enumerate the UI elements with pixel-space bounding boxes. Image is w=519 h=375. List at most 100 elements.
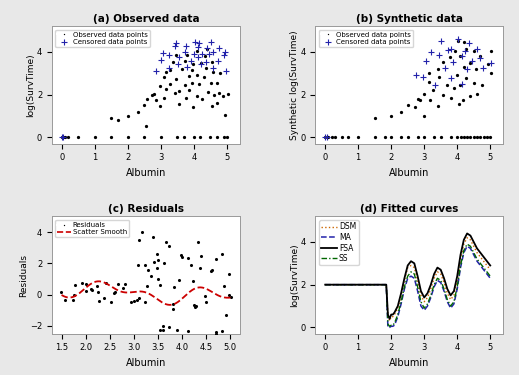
Point: [162, 69, 170, 75]
Point: [468, 58, 476, 64]
Point: [454, 38, 462, 44]
Point: [203, 45, 211, 51]
Legend: DSM, MA, FSA, SS: DSM, MA, FSA, SS: [319, 220, 359, 266]
Point: [439, 92, 447, 98]
Point: [216, 70, 224, 76]
Title: (c) Residuals: (c) Residuals: [108, 204, 184, 214]
Point: [130, 298, 138, 304]
Point: [446, 134, 455, 140]
Point: [419, 74, 427, 80]
Point: [185, 87, 194, 93]
Point: [178, 254, 186, 260]
Point: [127, 298, 135, 304]
Point: [404, 102, 412, 108]
Point: [324, 134, 333, 140]
Point: [202, 64, 210, 70]
Point: [156, 327, 164, 333]
Point: [447, 46, 455, 52]
Point: [188, 67, 196, 73]
Point: [463, 134, 471, 140]
Point: [344, 134, 352, 140]
Point: [462, 75, 471, 81]
Y-axis label: Synthetic log(SurvTime): Synthetic log(SurvTime): [290, 30, 299, 140]
Point: [380, 134, 389, 140]
Point: [114, 281, 122, 287]
Point: [321, 134, 330, 140]
Point: [447, 94, 455, 100]
Point: [215, 45, 224, 51]
Point: [422, 58, 431, 64]
Point: [153, 251, 161, 257]
Y-axis label: Residuals: Residuals: [20, 254, 29, 297]
Point: [94, 298, 103, 304]
Point: [133, 109, 142, 115]
Point: [212, 330, 220, 336]
Point: [184, 255, 192, 261]
Point: [387, 134, 395, 140]
Point: [165, 52, 173, 58]
Point: [466, 60, 474, 66]
Point: [176, 252, 185, 258]
Point: [188, 80, 196, 86]
Point: [196, 265, 204, 271]
Point: [202, 299, 210, 305]
Point: [397, 109, 405, 115]
Point: [147, 273, 156, 279]
Point: [159, 327, 168, 333]
Point: [212, 256, 220, 262]
Point: [182, 95, 190, 101]
Point: [114, 117, 122, 123]
Point: [175, 54, 183, 60]
Point: [459, 64, 468, 70]
Point: [447, 75, 455, 81]
Point: [180, 134, 188, 140]
Point: [173, 134, 182, 140]
Point: [166, 67, 174, 73]
Point: [459, 97, 467, 103]
Point: [209, 48, 217, 54]
Point: [70, 292, 78, 298]
Point: [404, 134, 412, 140]
Point: [470, 80, 479, 86]
Point: [181, 82, 189, 88]
X-axis label: Albumin: Albumin: [126, 358, 166, 368]
Point: [436, 134, 445, 140]
Point: [206, 134, 214, 140]
Point: [452, 48, 460, 54]
Point: [321, 134, 330, 140]
Point: [143, 282, 152, 288]
Point: [197, 60, 205, 66]
Point: [165, 243, 173, 249]
Point: [414, 134, 422, 140]
Point: [225, 271, 233, 277]
Point: [100, 294, 108, 300]
Point: [458, 81, 467, 87]
Point: [466, 93, 474, 99]
Point: [178, 66, 186, 72]
Point: [426, 97, 434, 103]
Point: [476, 55, 484, 61]
Point: [209, 69, 217, 75]
Point: [119, 285, 127, 291]
Point: [172, 51, 181, 57]
Point: [453, 134, 461, 140]
Point: [473, 134, 481, 140]
Point: [441, 65, 449, 71]
Point: [200, 74, 209, 80]
Point: [157, 57, 166, 63]
Point: [69, 297, 77, 303]
Title: (b) Synthetic data: (b) Synthetic data: [356, 14, 463, 24]
Point: [218, 251, 227, 257]
Point: [134, 261, 142, 267]
Point: [151, 259, 159, 265]
Point: [58, 134, 66, 140]
Point: [449, 58, 457, 64]
Point: [210, 92, 218, 98]
Point: [124, 134, 132, 140]
Point: [466, 134, 474, 140]
Point: [141, 299, 149, 305]
Point: [444, 47, 452, 53]
Point: [427, 49, 435, 55]
Legend: Observed data points, Censored data points: Observed data points, Censored data poin…: [56, 30, 149, 47]
Point: [154, 276, 162, 282]
